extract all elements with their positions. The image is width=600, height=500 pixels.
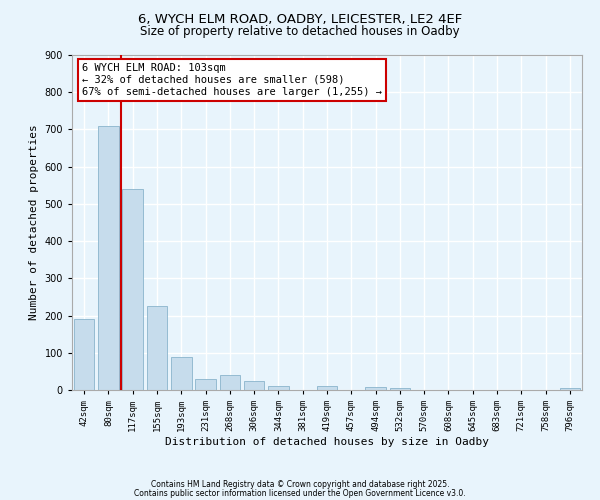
Bar <box>268 386 289 390</box>
Bar <box>560 388 580 390</box>
Bar <box>98 126 119 390</box>
Bar <box>317 386 337 390</box>
Bar <box>171 356 191 390</box>
Bar <box>220 375 240 390</box>
Text: Size of property relative to detached houses in Oadby: Size of property relative to detached ho… <box>140 25 460 38</box>
Text: Contains public sector information licensed under the Open Government Licence v3: Contains public sector information licen… <box>134 488 466 498</box>
Text: 6 WYCH ELM ROAD: 103sqm
← 32% of detached houses are smaller (598)
67% of semi-d: 6 WYCH ELM ROAD: 103sqm ← 32% of detache… <box>82 64 382 96</box>
Bar <box>146 306 167 390</box>
Y-axis label: Number of detached properties: Number of detached properties <box>29 124 39 320</box>
Bar <box>244 380 265 390</box>
Bar <box>122 189 143 390</box>
Bar <box>74 320 94 390</box>
X-axis label: Distribution of detached houses by size in Oadby: Distribution of detached houses by size … <box>165 437 489 447</box>
Text: 6, WYCH ELM ROAD, OADBY, LEICESTER, LE2 4EF: 6, WYCH ELM ROAD, OADBY, LEICESTER, LE2 … <box>138 12 462 26</box>
Bar <box>389 388 410 390</box>
Bar <box>195 379 216 390</box>
Text: Contains HM Land Registry data © Crown copyright and database right 2025.: Contains HM Land Registry data © Crown c… <box>151 480 449 489</box>
Bar <box>365 387 386 390</box>
